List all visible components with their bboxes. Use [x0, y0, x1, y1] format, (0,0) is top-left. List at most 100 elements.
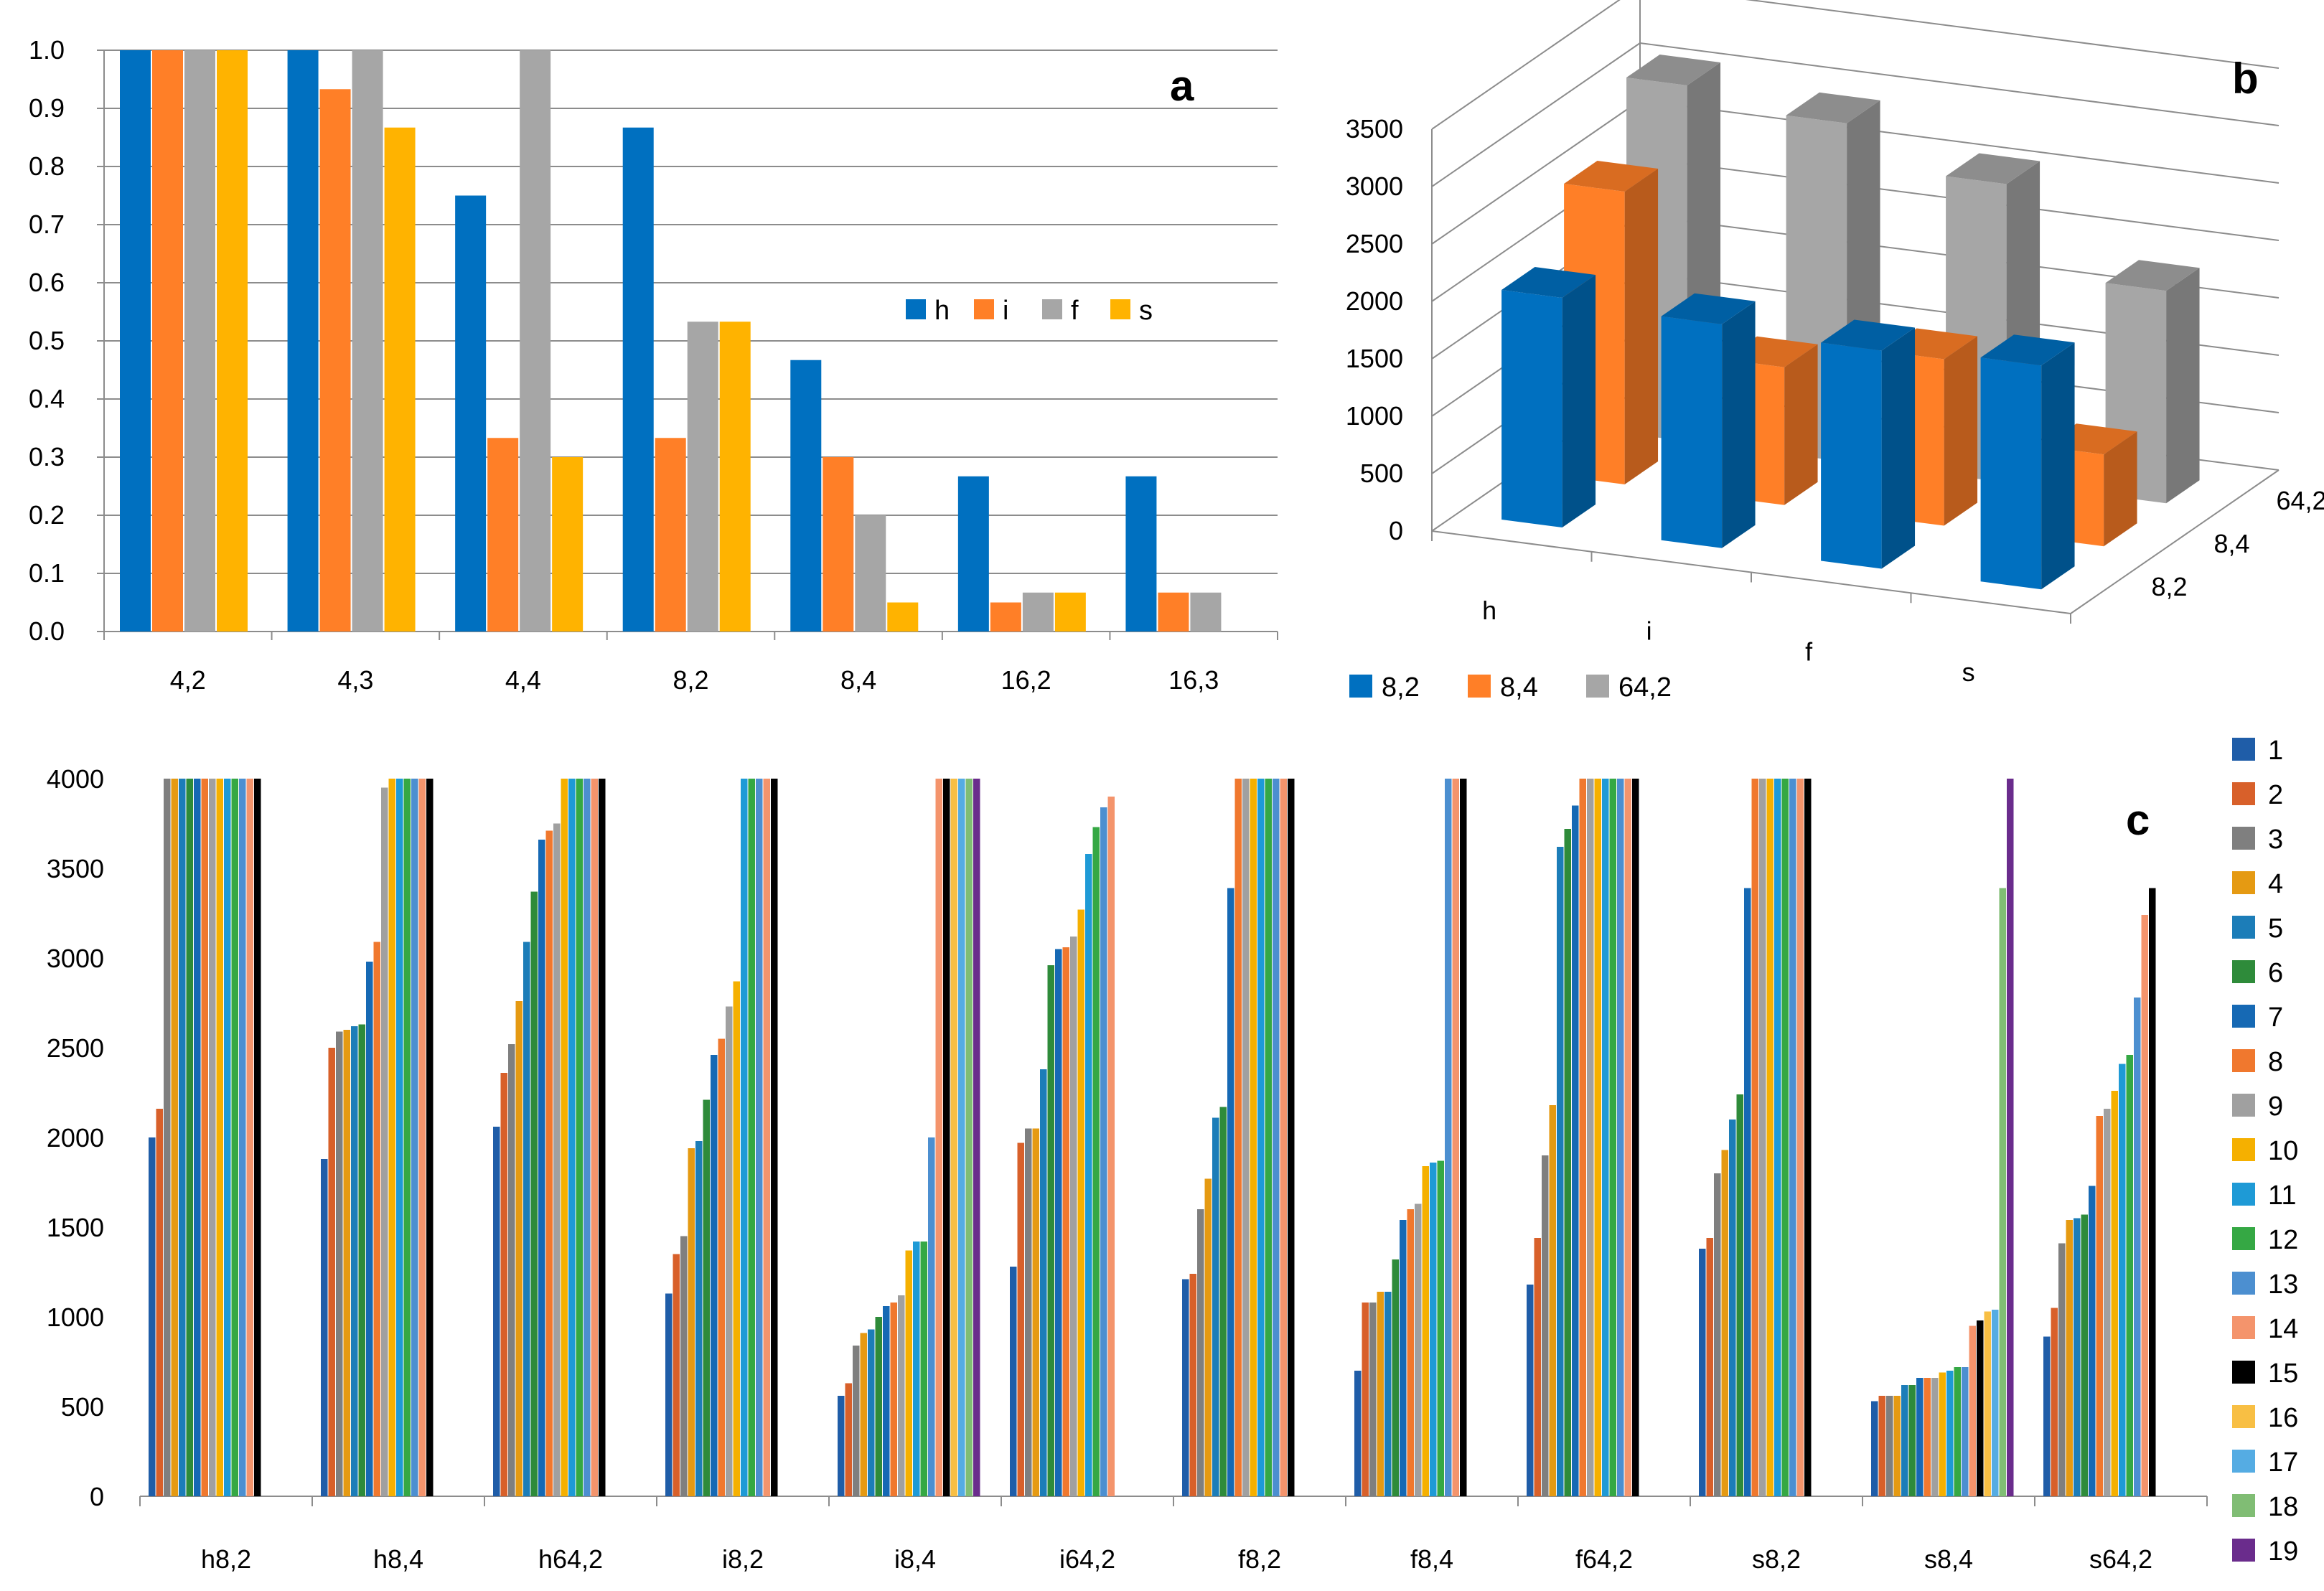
- x-tick-label: 4,3: [337, 665, 373, 695]
- x-tick-label: 4,4: [505, 665, 541, 695]
- bar-series-12: [748, 779, 755, 1496]
- bar-side-8,2: [1562, 274, 1596, 527]
- bar-series-14: [763, 779, 770, 1496]
- bar-series-12: [1781, 779, 1789, 1496]
- back-gridline: [1745, 0, 2280, 69]
- bar-series-7: [1055, 949, 1062, 1496]
- bar-f: [687, 322, 718, 632]
- bar-series-12: [403, 779, 411, 1496]
- bar-series-13: [411, 779, 418, 1496]
- bar-side-8,4: [2104, 431, 2137, 547]
- y-tick-label: 0.7: [29, 210, 65, 239]
- bar-series-13: [1273, 779, 1280, 1496]
- legend-label: i: [1003, 296, 1008, 326]
- bar-series-9: [553, 823, 561, 1496]
- bar-series-14: [935, 779, 942, 1496]
- bar-series-9: [1242, 779, 1250, 1496]
- bar-series-5: [1040, 1069, 1047, 1496]
- bar-front-8,2: [1821, 342, 1882, 569]
- legend-swatch: [2232, 782, 2255, 805]
- y-tick-label: 1000: [1346, 401, 1403, 431]
- bar-series-5: [1384, 1292, 1392, 1496]
- y-tick-label: 0.5: [29, 326, 65, 355]
- bar-series-1: [1182, 1279, 1189, 1496]
- bar-series-9: [898, 1295, 905, 1496]
- legend-label: 19: [2268, 1536, 2298, 1567]
- bar-series-12: [576, 779, 583, 1496]
- legend-label: 4: [2268, 869, 2283, 899]
- legend-swatch: [2232, 1094, 2255, 1117]
- legend-label: 14: [2268, 1314, 2298, 1344]
- y-tick-label: 0.8: [29, 151, 65, 181]
- bar-series-3: [1369, 1303, 1377, 1496]
- bar-h: [455, 195, 487, 632]
- bar-series-4: [343, 1030, 350, 1496]
- x-tick-label: h: [1482, 596, 1496, 625]
- bar-s: [719, 322, 751, 632]
- y-tick-label: 0.9: [29, 93, 65, 123]
- back-gridline: [1639, 42, 2280, 126]
- bar-series-11: [1085, 854, 1092, 1496]
- side-gridline: [1431, 0, 1621, 130]
- bar-side-8,2: [1881, 327, 1916, 569]
- bar-series-5: [2074, 1218, 2081, 1496]
- depth-tick-label: 8,2: [2152, 572, 2188, 601]
- x-tick-label: s8,2: [1752, 1544, 1801, 1574]
- legend-label: 5: [2268, 914, 2283, 944]
- legend-swatch: [1468, 675, 1491, 698]
- y-tick-label: 2000: [1346, 286, 1403, 316]
- legend-swatch: [2232, 1049, 2255, 1072]
- x-tick-label: 8,4: [840, 665, 876, 695]
- depth-axis-line: [2070, 469, 2280, 614]
- bar-series-2: [1706, 1238, 1713, 1496]
- bar-series-10: [1594, 779, 1601, 1496]
- bar-series-16: [1984, 1311, 1991, 1496]
- legend-label: 10: [2268, 1136, 2298, 1166]
- bar-series-14: [2141, 915, 2148, 1496]
- x-tick-label: 8,2: [673, 665, 708, 695]
- bar-side-8,2: [2041, 342, 2075, 590]
- bar-series-18: [965, 779, 973, 1496]
- y-tick-label: 2500: [47, 1033, 104, 1063]
- bar-series-15: [426, 779, 434, 1496]
- panel-c-letter: c: [2126, 796, 2150, 844]
- legend-label: 7: [2268, 1003, 2283, 1033]
- bar-series-13: [584, 779, 591, 1496]
- bar-series-7: [1400, 1220, 1407, 1496]
- bar-series-14: [1796, 779, 1804, 1496]
- bar-series-11: [1257, 779, 1265, 1496]
- legend-swatch: [2232, 1450, 2255, 1473]
- bar-series-4: [688, 1148, 695, 1496]
- y-tick-label: 0.3: [29, 442, 65, 471]
- bar-series-14: [1969, 1325, 1976, 1496]
- bar-series-8: [373, 942, 380, 1496]
- bar-series-4: [1721, 1150, 1728, 1496]
- y-tick-label: 1.0: [29, 35, 65, 65]
- bar-series-4: [1549, 1105, 1556, 1496]
- bar-series-17: [958, 779, 965, 1496]
- legend-swatch: [2232, 1005, 2255, 1028]
- legend-label: 17: [2268, 1447, 2298, 1478]
- bar-top-8,4: [1564, 161, 1659, 192]
- bar-series-10: [1766, 779, 1774, 1496]
- bar-series-3: [336, 1031, 343, 1496]
- bar-series-10: [216, 779, 223, 1496]
- panel-b-chart: 0 500 1000 1500 2000 2500 3000 3500 h i f s 64,2 8,4 8…: [1346, 0, 2324, 703]
- bar-series-2: [1189, 1274, 1196, 1496]
- x-tick-label: h8,2: [201, 1544, 251, 1574]
- bar-side-8,4: [1784, 344, 1818, 505]
- x-tick-label: s64,2: [2089, 1544, 2152, 1574]
- bar-series-10: [1250, 779, 1257, 1496]
- y-tick-label: 4000: [47, 764, 104, 794]
- x-tick-label: 4,2: [170, 665, 206, 695]
- bar-series-1: [1354, 1371, 1362, 1496]
- x-tick-label: s8,4: [1924, 1544, 1973, 1574]
- bar-series-1: [1871, 1401, 1878, 1496]
- bar-series-12: [231, 779, 238, 1496]
- bar-h: [957, 476, 989, 632]
- bar-h: [287, 50, 319, 632]
- bar-series-15: [1977, 1320, 1984, 1496]
- bar-series-2: [2051, 1308, 2058, 1496]
- bar-series-1: [493, 1127, 500, 1496]
- x-tick-label: i: [1646, 616, 1652, 646]
